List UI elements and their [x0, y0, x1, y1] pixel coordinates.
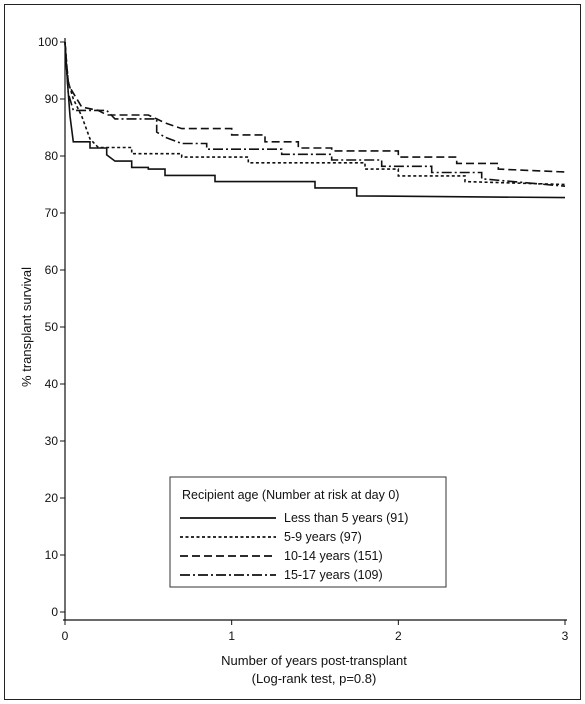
y-tick-label: 0 — [51, 605, 58, 619]
series-line-2 — [64, 41, 566, 186]
x-tick-label: 2 — [395, 629, 402, 643]
y-tick-label: 30 — [45, 434, 59, 448]
y-tick-label: 70 — [45, 206, 59, 220]
legend-label-3: 10-14 years (151) — [284, 549, 383, 563]
x-axis-label: Number of years post-transplant — [221, 653, 407, 668]
legend: Recipient age (Number at risk at day 0) … — [169, 476, 447, 588]
legend-label-4: 15-17 years (109) — [284, 568, 383, 582]
legend-title: Recipient age (Number at risk at day 0) — [182, 488, 399, 502]
y-tick-label: 60 — [45, 263, 59, 277]
y-tick-label: 40 — [45, 377, 59, 391]
series-line-1 — [64, 41, 566, 199]
legend-box — [169, 476, 447, 588]
y-axis-label: % transplant survival — [19, 267, 34, 387]
y-tick-label: 80 — [45, 149, 59, 163]
y-tick-label: 100 — [38, 35, 58, 49]
figure-frame — [4, 4, 581, 700]
series-line-4 — [64, 41, 566, 187]
x-tick-label: 3 — [562, 629, 569, 643]
y-tick-label: 20 — [45, 491, 59, 505]
x-axis-label-note: (Log-rank test, p=0.8) — [252, 671, 377, 686]
y-tick-label: 50 — [45, 320, 59, 334]
x-tick-label: 0 — [62, 629, 69, 643]
legend-label-2: 5-9 years (97) — [284, 530, 362, 544]
y-tick-label: 10 — [45, 548, 59, 562]
series-line-3 — [64, 41, 566, 173]
y-tick-label: 90 — [45, 92, 59, 106]
series-lines — [64, 41, 566, 199]
x-tick-label: 1 — [228, 629, 235, 643]
axes — [60, 38, 567, 625]
legend-label-1: Less than 5 years (91) — [284, 511, 408, 525]
tick-labels: 0 10 20 30 40 50 60 70 80 90 100 0 1 2 3 — [38, 35, 569, 643]
legend-items: Less than 5 years (91) 5-9 years (97) 10-1… — [180, 511, 408, 582]
